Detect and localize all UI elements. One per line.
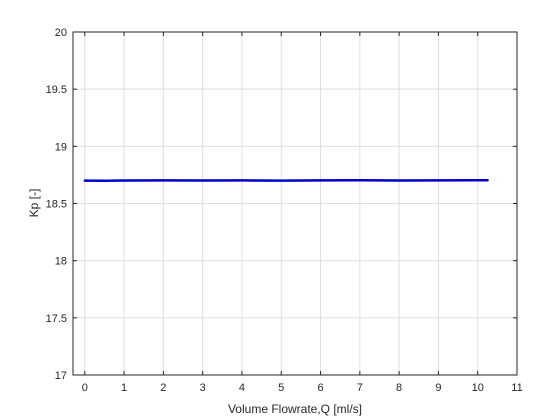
x-tick-label: 1 bbox=[121, 382, 127, 394]
x-axis-label: Volume Flowrate,Q [ml/s] bbox=[228, 402, 362, 416]
x-tick-label: 10 bbox=[472, 382, 484, 394]
x-tick-label: 2 bbox=[160, 382, 166, 394]
x-axis: 0 1 2 3 4 5 6 7 8 9 10 11 bbox=[82, 32, 523, 394]
y-axis-label: Kp [-] bbox=[27, 189, 41, 218]
x-tick-label: 5 bbox=[278, 382, 284, 394]
y-tick-label: 17.5 bbox=[46, 313, 67, 325]
x-tick-label: 7 bbox=[357, 382, 363, 394]
y-tick-label: 18.5 bbox=[46, 199, 67, 211]
y-tick-label: 17 bbox=[55, 370, 67, 382]
x-tick-label: 6 bbox=[317, 382, 323, 394]
y-axis: 17 17.5 18 18.5 19 19.5 20 bbox=[46, 27, 517, 382]
y-tick-label: 19 bbox=[55, 141, 67, 153]
y-tick-label: 20 bbox=[55, 27, 67, 39]
x-tick-label: 8 bbox=[396, 382, 402, 394]
y-tick-label: 18 bbox=[55, 256, 67, 268]
y-tick-label: 19.5 bbox=[46, 84, 67, 96]
x-tick-label: 11 bbox=[511, 382, 522, 394]
x-tick-label: 3 bbox=[200, 382, 206, 394]
x-tick-label: 9 bbox=[435, 382, 441, 394]
x-tick-label: 0 bbox=[82, 382, 88, 394]
x-tick-label: 4 bbox=[239, 382, 245, 394]
